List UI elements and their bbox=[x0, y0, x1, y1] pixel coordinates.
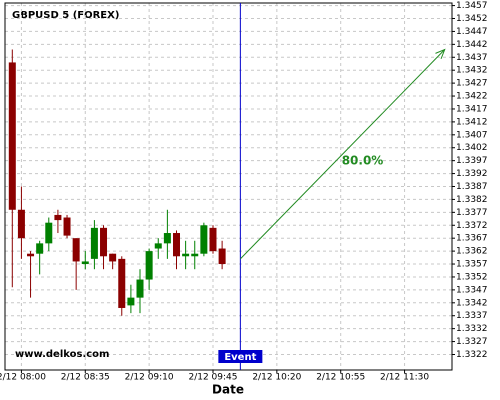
y-tick-label: 1.3397 bbox=[456, 156, 488, 166]
y-tick-label: 1.3387 bbox=[456, 182, 488, 192]
x-axis-title: Date bbox=[212, 383, 244, 397]
candle-body bbox=[145, 251, 153, 280]
candle-body bbox=[218, 248, 226, 265]
y-tick-label: 1.3392 bbox=[456, 169, 488, 179]
x-tick-label: 2/12 09:10 bbox=[125, 373, 174, 383]
candle-body bbox=[8, 62, 16, 210]
candle-body bbox=[173, 233, 181, 257]
y-tick-label: 1.3437 bbox=[456, 53, 488, 63]
candle-body bbox=[209, 227, 217, 252]
y-tick-label: 1.3327 bbox=[456, 337, 488, 347]
candle-body bbox=[72, 238, 80, 262]
x-tick-label: 2/12 11:30 bbox=[380, 373, 429, 383]
candle-body bbox=[90, 227, 98, 259]
candle-body bbox=[136, 279, 144, 298]
candle-body bbox=[200, 225, 208, 254]
y-tick-label: 1.3377 bbox=[456, 208, 488, 218]
y-tick-label: 1.3347 bbox=[456, 285, 488, 295]
y-tick-label: 1.3322 bbox=[456, 350, 488, 360]
y-tick-label: 1.3452 bbox=[456, 14, 488, 24]
y-tick-label: 1.3407 bbox=[456, 130, 488, 140]
y-tick-label: 1.3432 bbox=[456, 66, 488, 76]
y-tick-label: 1.3447 bbox=[456, 27, 488, 37]
watermark: www.delkos.com bbox=[15, 349, 109, 360]
forecast-arrow bbox=[240, 49, 446, 260]
candle-body bbox=[81, 261, 89, 265]
y-tick-label: 1.3337 bbox=[456, 311, 488, 321]
candle-body bbox=[27, 253, 35, 257]
candle-body bbox=[154, 243, 162, 249]
y-tick-label: 1.3342 bbox=[456, 298, 488, 308]
plot-frame bbox=[4, 2, 453, 371]
y-tick-label: 1.3422 bbox=[456, 92, 488, 102]
candle-body bbox=[54, 214, 62, 221]
chart-title: GBPUSD 5 (FOREX) bbox=[12, 10, 119, 21]
y-tick-label: 1.3362 bbox=[456, 247, 488, 257]
candle-body bbox=[17, 209, 25, 239]
y-tick-label: 1.3457 bbox=[456, 1, 488, 11]
arrow-head bbox=[435, 48, 446, 60]
y-tick-label: 1.3367 bbox=[456, 234, 488, 244]
y-tick-label: 1.3372 bbox=[456, 221, 488, 231]
x-tick-label: 2/12 08:00 bbox=[0, 373, 46, 383]
y-tick-label: 1.3402 bbox=[456, 143, 488, 153]
event-label-box bbox=[218, 350, 263, 363]
y-tick-label: 1.3382 bbox=[456, 195, 488, 205]
y-tick-label: 1.3332 bbox=[456, 324, 488, 334]
candle-body bbox=[63, 217, 71, 236]
candle-body bbox=[118, 258, 126, 308]
candle-body bbox=[127, 297, 135, 306]
y-tick-label: 1.3412 bbox=[456, 117, 488, 127]
candle-body bbox=[163, 233, 171, 244]
x-tick-label: 2/12 08:35 bbox=[61, 373, 110, 383]
candle-body bbox=[45, 222, 53, 244]
x-tick-label: 2/12 10:20 bbox=[252, 373, 301, 383]
candle-body bbox=[100, 227, 108, 257]
y-tick-label: 1.3427 bbox=[456, 79, 488, 89]
y-tick-label: 1.3417 bbox=[456, 104, 488, 114]
event-label: Event bbox=[224, 352, 256, 363]
candle-body bbox=[191, 253, 199, 257]
candle-body bbox=[182, 253, 190, 257]
y-tick-label: 1.3357 bbox=[456, 260, 488, 270]
candle-body bbox=[36, 243, 44, 254]
y-tick-label: 1.3352 bbox=[456, 272, 488, 282]
x-tick-label: 2/12 09:45 bbox=[188, 373, 237, 383]
candle-body bbox=[109, 253, 117, 262]
x-tick-label: 2/12 10:55 bbox=[316, 373, 365, 383]
arrow-label: 80.0% bbox=[342, 154, 384, 168]
y-tick-label: 1.3442 bbox=[456, 40, 488, 50]
